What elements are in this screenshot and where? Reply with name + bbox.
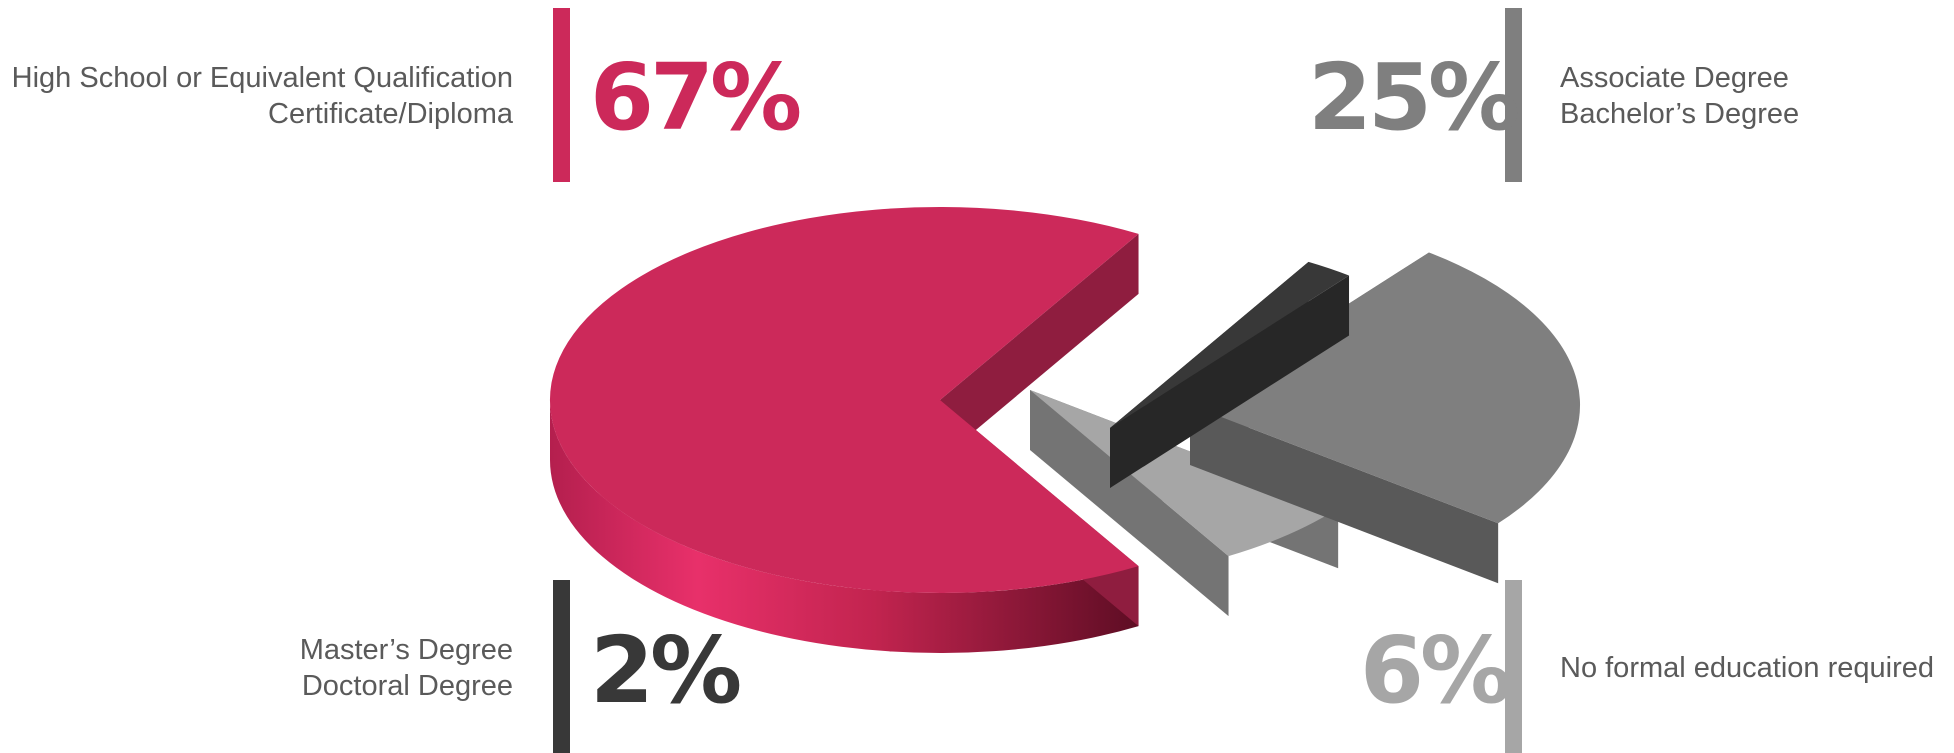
- pie-slice-2-top: [1110, 261, 1349, 428]
- label-slice-2: Master’s Degree Doctoral Degree: [300, 632, 513, 704]
- pie-slice-0-top: [549, 207, 1139, 594]
- pie-slice-3: [1030, 390, 1339, 617]
- pct-slice-2: 2%: [590, 617, 742, 724]
- bar-slice-3: [1505, 580, 1522, 753]
- label-slice-0: High School or Equivalent Qualification …: [12, 60, 513, 132]
- pct-slice-0: 67%: [590, 44, 802, 151]
- pie-slice-2-wall-1: [1110, 275, 1350, 488]
- label-slice-3-line-1: No formal education required: [1560, 652, 1934, 684]
- pie-slice-0-wall-1: [940, 233, 1139, 460]
- label-slice-1: Associate Degree Bachelor’s Degree: [1560, 60, 1799, 132]
- pie-slice-1-top: [1190, 252, 1581, 524]
- bar-slice-0: [553, 8, 570, 182]
- pie-slice-0-side: [550, 400, 1139, 654]
- label-slice-1-line-1: Associate Degree: [1560, 62, 1789, 94]
- label-slice-3: No formal education required: [1560, 650, 1934, 686]
- bar-slice-2: [553, 580, 570, 753]
- pie-slice-2: [1110, 261, 1350, 488]
- pie-slice-1-wall-1: [1190, 405, 1499, 584]
- label-slice-0-line-1: High School or Equivalent Qualification: [11, 62, 513, 94]
- pie-slice-0: [549, 207, 1139, 654]
- bar-slice-1: [1505, 8, 1522, 182]
- pie-slice-3-top: [1030, 390, 1339, 557]
- pct-slice-3: 6%: [1360, 617, 1512, 724]
- label-slice-2-line-1: Master’s Degree: [299, 634, 513, 666]
- label-slice-0-line-2: Certificate/Diploma: [268, 98, 513, 130]
- label-slice-2-line-2: Doctoral Degree: [301, 670, 513, 702]
- label-slice-1-line-2: Bachelor’s Degree: [1560, 98, 1800, 130]
- pct-slice-1: 25%: [1308, 44, 1520, 151]
- pie-slice-3-wall-1: [1030, 390, 1229, 617]
